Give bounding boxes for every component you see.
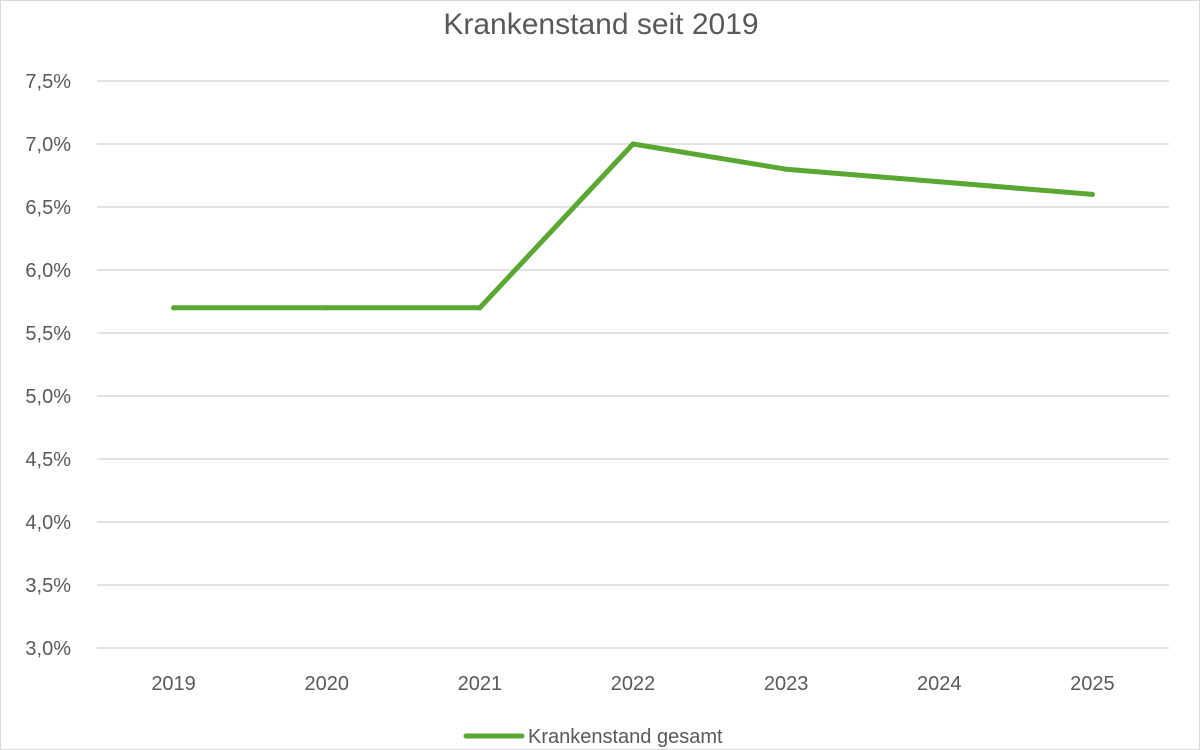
series-line	[171, 141, 1095, 311]
legend: Krankenstand gesamt	[463, 726, 723, 748]
chart-title: Krankenstand seit 2019	[443, 8, 758, 41]
x-tick-label: 2024	[917, 673, 962, 695]
x-tick-label: 2022	[611, 673, 656, 695]
y-tick-label: 5,0%	[25, 386, 71, 408]
data-point	[630, 141, 636, 147]
y-tick-label: 5,5%	[25, 323, 71, 345]
x-tick-label: 2021	[458, 673, 503, 695]
data-point	[324, 305, 330, 311]
y-tick-label: 4,0%	[25, 512, 71, 534]
x-axis-ticks: 2019 2020 2021 2022 2023 2024 2025	[151, 673, 1114, 695]
x-tick-label: 2019	[151, 673, 196, 695]
data-point	[1089, 191, 1095, 197]
y-tick-label: 3,0%	[25, 638, 71, 660]
y-tick-label: 7,0%	[25, 134, 71, 156]
y-tick-label: 7,5%	[25, 71, 71, 93]
y-tick-label: 4,5%	[25, 449, 71, 471]
series-lines	[171, 141, 1095, 311]
gridlines	[97, 80, 1169, 649]
y-axis-ticks: 3,0% 3,5% 4,0% 4,5% 5,0% 5,5% 6,0% 6,5% 7,0% 7,5%	[25, 71, 71, 660]
x-tick-label: 2020	[304, 673, 349, 695]
x-tick-label: 2025	[1070, 673, 1115, 695]
data-point	[783, 166, 789, 172]
data-point	[936, 179, 942, 185]
x-tick-label: 2023	[764, 673, 809, 695]
y-tick-label: 6,0%	[25, 260, 71, 282]
y-tick-label: 6,5%	[25, 197, 71, 219]
legend-label: Krankenstand gesamt	[528, 726, 723, 748]
data-point	[477, 305, 483, 311]
data-point	[171, 305, 177, 311]
y-tick-label: 3,5%	[25, 575, 71, 597]
